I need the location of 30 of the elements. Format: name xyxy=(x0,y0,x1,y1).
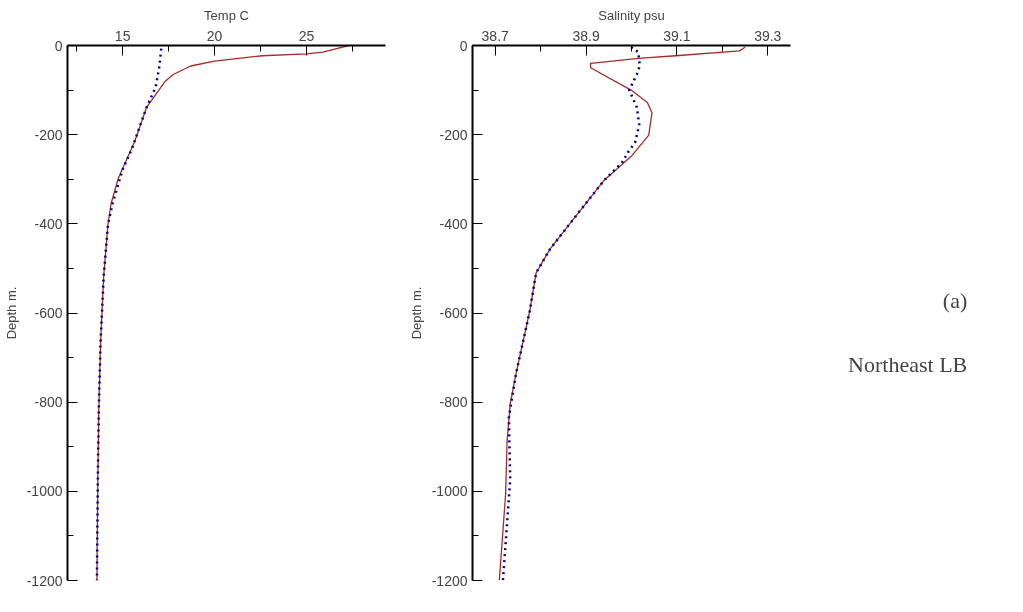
x-tick-label: 38.7 xyxy=(481,27,510,44)
y-tick-label: -400 xyxy=(34,215,63,232)
y-tick-label: -1200 xyxy=(431,572,468,589)
line-series xyxy=(501,46,641,581)
y-tick-label: -1200 xyxy=(26,572,63,589)
text: Northeast LB xyxy=(848,352,968,378)
x-tick-label: 39.3 xyxy=(754,27,782,44)
y-tick-label: -1000 xyxy=(26,483,63,500)
text: (a) xyxy=(942,288,968,313)
x-tick-label: 38.9 xyxy=(572,27,600,44)
y-tick-label: -800 xyxy=(439,394,468,411)
y-tick-label: 0 xyxy=(54,37,63,54)
y-tick-label: -400 xyxy=(439,215,468,232)
y-tick-label: -600 xyxy=(34,305,63,321)
y-tick-label: -800 xyxy=(34,394,63,411)
y-tick-label: 0 xyxy=(459,37,468,54)
chart-title: Salinity psu xyxy=(598,7,665,23)
y-axis-title: Depth m. xyxy=(3,286,19,340)
x-tick-label: 39.1 xyxy=(663,27,691,44)
line-series xyxy=(95,47,163,581)
y-tick-label: -200 xyxy=(439,126,468,143)
y-tick-label: -1000 xyxy=(431,483,468,500)
line-series xyxy=(498,46,746,581)
y-tick-label: -200 xyxy=(34,126,63,143)
chart-title: Temp C xyxy=(204,7,249,23)
x-tick-label: 20 xyxy=(206,27,223,44)
x-tick-label: 25 xyxy=(298,27,315,44)
y-tick-label: -600 xyxy=(439,305,468,321)
y-axis-title: Depth m. xyxy=(408,286,424,340)
x-tick-label: 15 xyxy=(114,27,131,44)
